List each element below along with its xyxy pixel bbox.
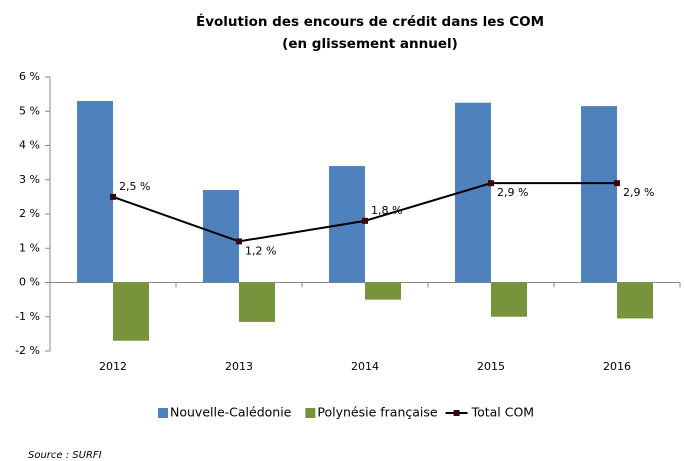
bar [113,282,149,341]
line-marker [110,193,116,200]
bar [239,282,275,322]
bar [617,282,653,319]
x-tick-label: 2013 [225,360,253,373]
data-label: 2,9 % [497,186,528,199]
bar [77,100,113,283]
data-label: 2,9 % [623,186,654,199]
chart-title: Évolution des encours de crédit dans les… [196,13,544,30]
y-tick-label: 0 % [19,276,40,289]
x-tick-label: 2012 [99,360,127,373]
bar [581,106,617,283]
legend-label: Nouvelle-Calédonie [170,405,292,420]
data-label: 2,5 % [119,180,150,193]
x-tick-label: 2016 [603,360,631,373]
y-tick-label: 5 % [19,104,40,117]
bar [203,190,239,283]
y-tick-label: -1 % [15,310,40,323]
y-tick-label: -2 % [15,344,40,357]
x-tick-label: 2015 [477,360,505,373]
line-marker [236,238,242,245]
x-tick-label: 2014 [351,360,379,373]
y-tick-label: 3 % [19,173,40,186]
line-marker [614,180,620,187]
line-marker [362,217,368,224]
y-tick-label: 4 % [19,139,40,152]
legend-swatch [453,410,460,416]
y-tick-label: 6 % [19,70,40,83]
legend-label: Polynésie française [317,405,438,420]
legend-label: Total COM [471,405,535,420]
y-tick-label: 1 % [19,241,40,254]
legend-swatch [305,408,316,418]
source: Source : SURFI [28,450,102,461]
data-label: 1,8 % [371,204,402,217]
bar [491,282,527,317]
chart-subtitle: (en glissement annuel) [282,36,458,52]
line-marker [488,180,494,187]
data-label: 1,2 % [245,244,276,257]
legend-swatch [158,408,168,418]
y-tick-label: 2 % [19,207,40,220]
bar [365,282,401,300]
